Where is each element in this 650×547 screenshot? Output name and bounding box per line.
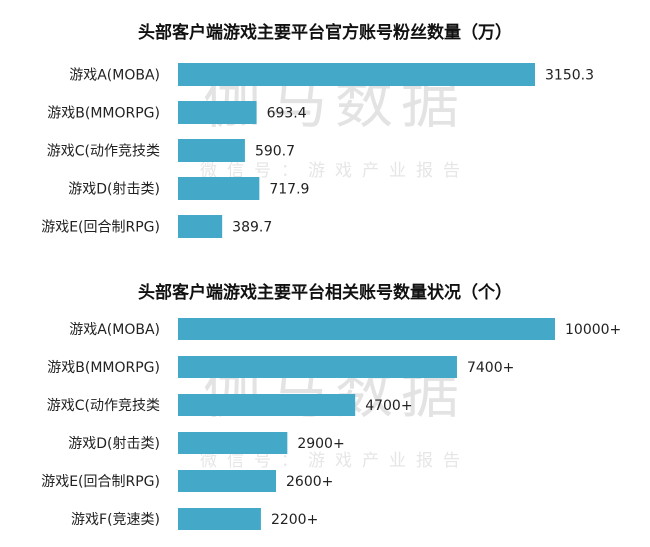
category-label: 游戏A(MOBA) xyxy=(69,322,160,338)
chart-title: 头部客户端游戏主要平台相关账号数量状况（个） xyxy=(138,282,512,303)
value-label: 3150.3 xyxy=(545,68,594,84)
bar xyxy=(178,394,356,416)
bar xyxy=(178,356,457,378)
category-label: 游戏E(回合制RPG) xyxy=(41,220,160,236)
bar xyxy=(178,139,245,162)
value-label: 4700+ xyxy=(365,398,412,414)
bar xyxy=(178,432,288,454)
value-label: 10000+ xyxy=(565,322,621,338)
value-label: 7400+ xyxy=(467,360,514,376)
bar xyxy=(178,318,555,340)
category-label: 游戏D(射击类) xyxy=(68,182,160,198)
watermark-sub-text: 微信号：游戏产业报告 xyxy=(200,451,470,471)
bar xyxy=(178,215,223,238)
value-label: 2600+ xyxy=(286,474,333,490)
value-label: 2200+ xyxy=(271,512,318,528)
category-label: 游戏C(动作竞技类 xyxy=(47,143,160,160)
chart-fan-counts: 头部客户端游戏主要平台官方账号粉丝数量（万） 游戏A(MOBA) 3150.3游戏… xyxy=(41,22,594,238)
bar xyxy=(178,470,277,492)
watermark-sub-text: 微信号：游戏产业报告 xyxy=(200,161,470,181)
category-label: 游戏D(射击类) xyxy=(68,436,160,452)
bar xyxy=(178,508,261,530)
value-label: 717.9 xyxy=(269,182,309,198)
bar-group: 游戏A(MOBA) 3150.3 游戏B(MMORPG) 693.4 游戏C(动作竞技类… xyxy=(41,63,594,238)
value-label: 2900+ xyxy=(297,436,344,452)
category-label: 游戏E(回合制RPG) xyxy=(41,474,160,490)
bar xyxy=(178,101,257,124)
bar xyxy=(178,63,535,86)
category-label: 游戏B(MMORPG) xyxy=(47,106,160,122)
value-label: 590.7 xyxy=(255,144,295,160)
bar-group: 游戏A(MOBA) 10000+ 游戏B(MMORPG) 7400+ 游戏C(动作竞技类… xyxy=(41,318,621,530)
category-label: 游戏C(动作竞技类 xyxy=(47,397,160,414)
category-label: 游戏A(MOBA) xyxy=(69,68,160,84)
value-label: 693.4 xyxy=(267,106,307,122)
category-label: 游戏B(MMORPG) xyxy=(47,360,160,376)
chart-title: 头部客户端游戏主要平台官方账号粉丝数量（万） xyxy=(138,22,512,43)
category-label: 游戏F(竞速类) xyxy=(71,511,160,528)
bar xyxy=(178,177,260,200)
chart-account-counts: 头部客户端游戏主要平台相关账号数量状况（个） 游戏A(MOBA) 10000+游戏… xyxy=(41,282,621,530)
value-label: 389.7 xyxy=(232,220,272,236)
